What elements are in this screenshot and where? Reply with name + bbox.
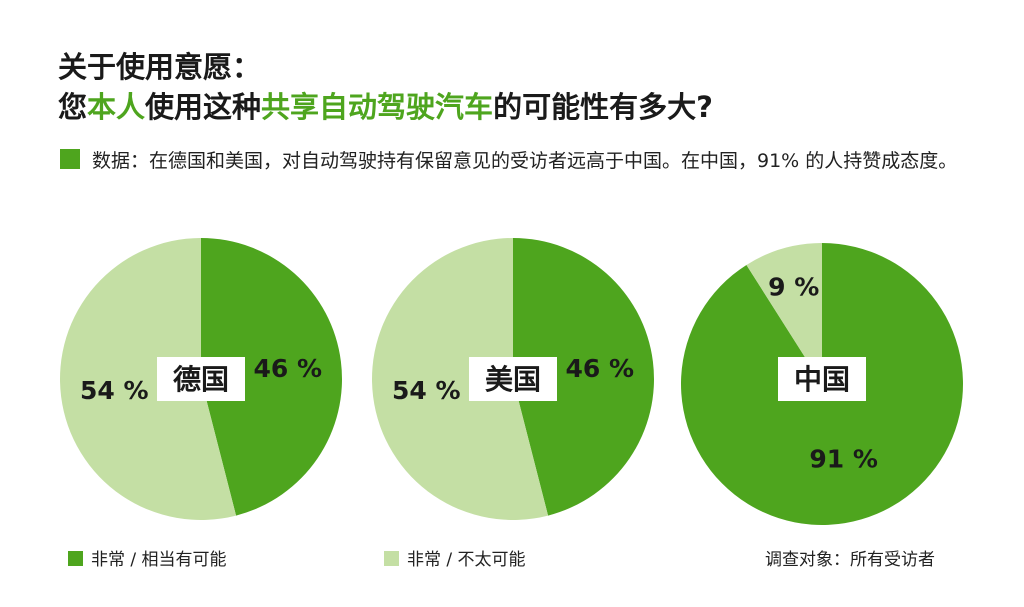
title-segment: 共享自动驾驶汽车	[261, 90, 494, 124]
legend-label-likely: 非常 / 相当有可能	[91, 550, 227, 570]
pie-slice	[513, 238, 655, 516]
chart-title-line-2: 您本人使用这种共享自动驾驶汽车的可能性有多大?	[58, 88, 713, 126]
pie-slice	[372, 238, 549, 520]
country-label-box	[469, 357, 557, 401]
slice-value-label: 54 %	[80, 376, 149, 405]
title-segment: 使用这种	[145, 90, 262, 124]
pie-slice	[60, 238, 237, 520]
description-text: 数据：在德国和美国，对自动驾驶持有保留意见的受访者远高于中国。在中国，91% 的…	[92, 150, 958, 172]
pie-slice	[201, 238, 343, 516]
legend-swatch-likely	[68, 551, 83, 566]
country-label-box	[157, 357, 245, 401]
country-label-box	[778, 357, 866, 401]
description-square-icon	[60, 149, 80, 169]
slice-value-label: 54 %	[392, 376, 461, 405]
country-label: 中国	[794, 363, 850, 396]
legend-item-likely: 非常 / 相当有可能	[68, 545, 227, 570]
pie-slice	[746, 243, 822, 384]
legend-label-unlikely: 非常 / 不太可能	[407, 550, 526, 570]
slice-value-label: 91 %	[809, 444, 878, 473]
country-label: 美国	[485, 363, 541, 396]
title-segment: 本人	[87, 90, 146, 124]
slice-value-label: 9 %	[768, 273, 819, 302]
title-segment: 的可能性有多大?	[493, 90, 713, 124]
legend-swatch-unlikely	[384, 551, 399, 566]
country-label: 德国	[173, 363, 229, 396]
chart-description: 数据：在德国和美国，对自动驾驶持有保留意见的受访者远高于中国。在中国，91% 的…	[60, 146, 960, 176]
survey-note: 调查对象：所有受访者	[765, 550, 935, 570]
legend-item-unlikely: 非常 / 不太可能	[384, 545, 526, 570]
chart-title-line-1: 关于使用意愿：	[58, 50, 262, 84]
slice-value-label: 46 %	[253, 354, 322, 383]
title-segment: 您	[58, 90, 88, 124]
slice-value-label: 46 %	[565, 354, 634, 383]
